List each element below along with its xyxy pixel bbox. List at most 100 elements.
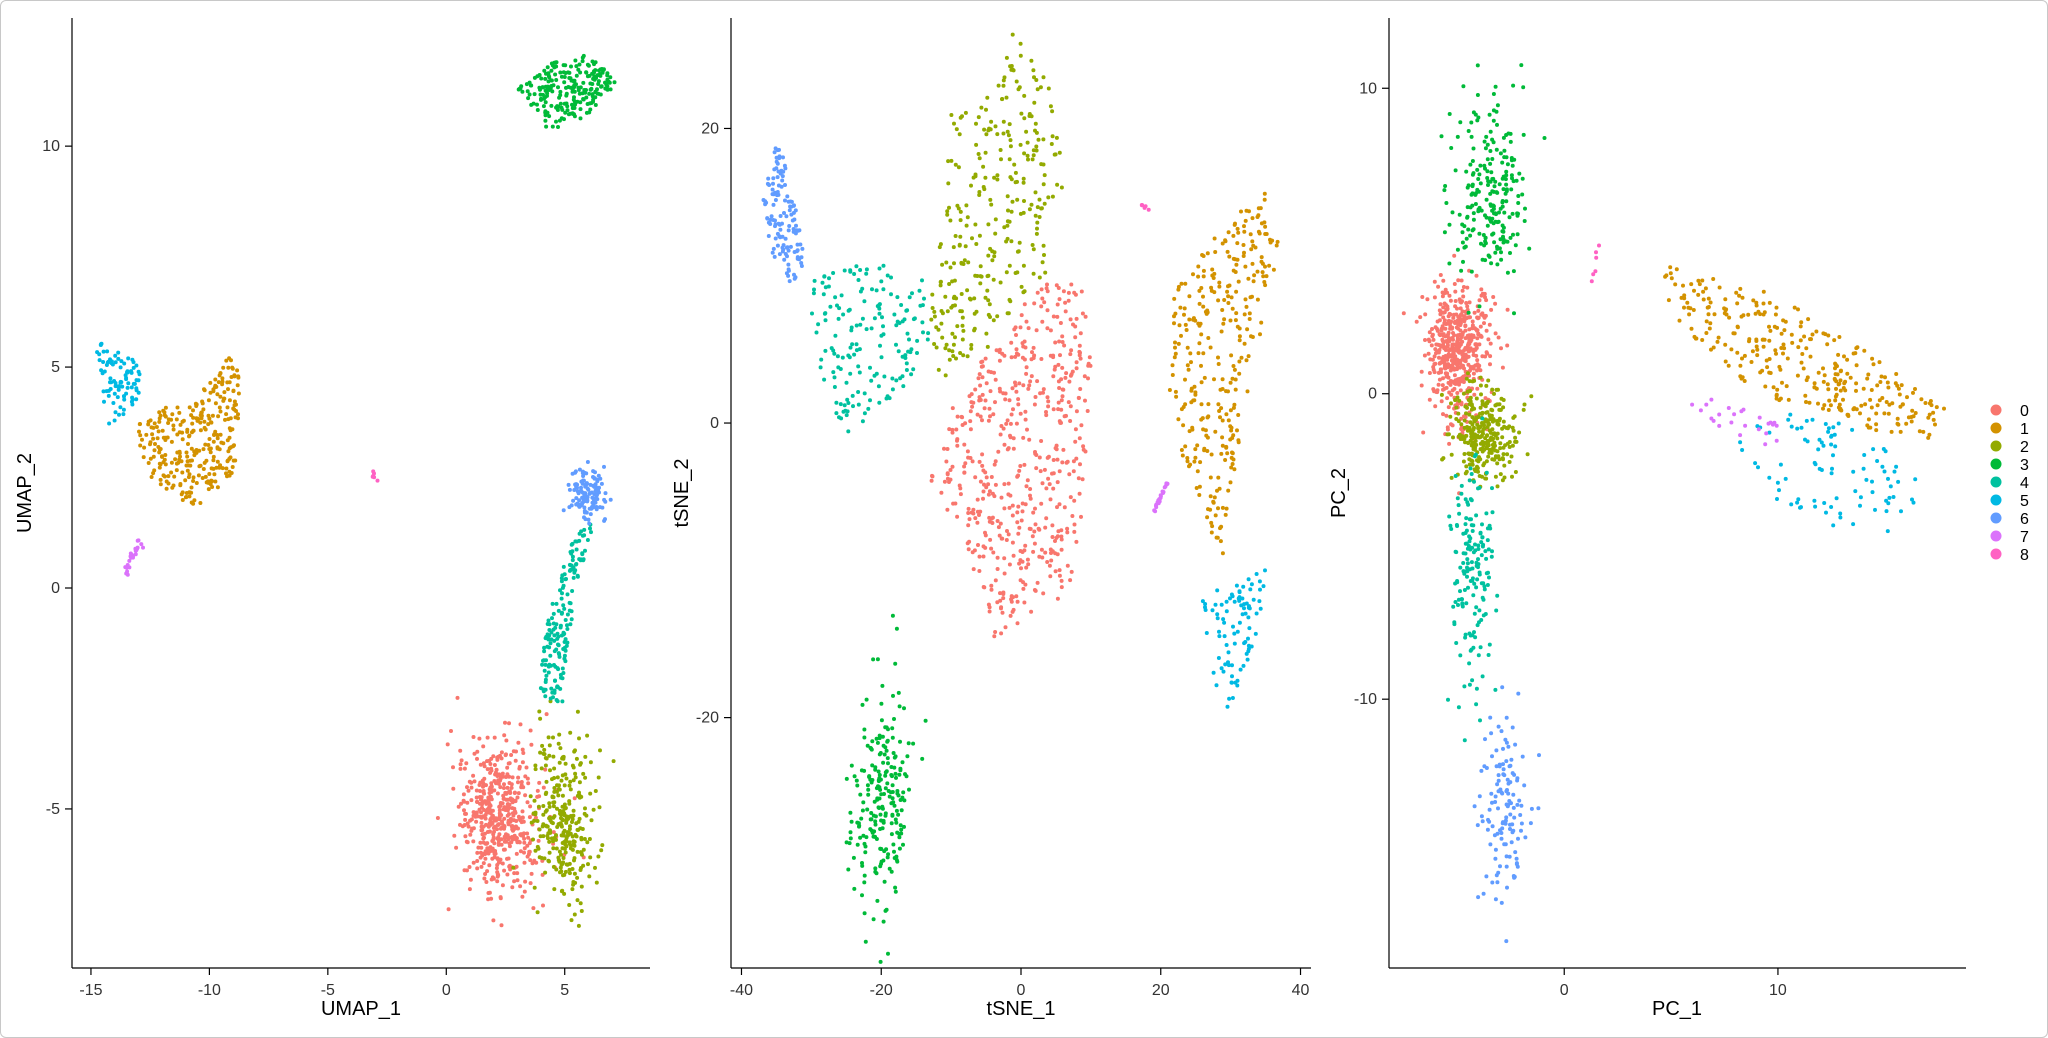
scatter-point xyxy=(890,726,895,731)
scatter-point xyxy=(478,840,483,845)
scatter-point xyxy=(475,866,480,871)
scatter-point xyxy=(130,397,135,402)
scatter-point xyxy=(889,821,894,826)
scatter-point xyxy=(842,268,847,273)
scatter-point xyxy=(1833,398,1838,403)
scatter-point xyxy=(493,772,498,777)
scatter-point xyxy=(1510,425,1515,430)
scatter-point xyxy=(580,495,585,500)
scatter-point xyxy=(1723,342,1728,347)
scatter-point xyxy=(988,537,993,542)
scatter-point xyxy=(211,387,216,392)
scatter-point xyxy=(526,835,531,840)
scatter-point xyxy=(1905,395,1909,400)
scatter-point xyxy=(559,852,563,857)
scatter-point xyxy=(1501,398,1506,402)
scatter-point xyxy=(1505,239,1510,244)
scatter-point xyxy=(1220,443,1225,448)
scatter-point xyxy=(547,850,552,855)
scatter-point xyxy=(1472,406,1477,411)
scatter-point xyxy=(474,788,479,793)
scatter-point xyxy=(775,231,780,236)
scatter-point xyxy=(1700,338,1705,342)
scatter-point xyxy=(192,498,197,503)
scatter-point xyxy=(492,735,497,740)
scatter-point xyxy=(917,288,922,293)
scatter-point xyxy=(971,507,976,512)
scatter-point xyxy=(792,272,796,277)
scatter-point xyxy=(977,569,982,573)
scatter-point xyxy=(599,84,604,89)
scatter-point xyxy=(1500,365,1505,370)
scatter-point xyxy=(1738,286,1743,291)
scatter-point xyxy=(849,819,854,824)
scatter-point xyxy=(1246,643,1251,648)
scatter-point xyxy=(1488,129,1493,134)
scatter-point xyxy=(588,855,593,860)
scatter-point xyxy=(1040,481,1045,486)
tsne-x-tick-label: 40 xyxy=(1292,982,1310,999)
scatter-point xyxy=(1735,301,1740,306)
scatter-point xyxy=(923,718,928,723)
scatter-point xyxy=(1077,343,1082,348)
scatter-point xyxy=(533,812,538,817)
scatter-point xyxy=(884,725,889,730)
scatter-point xyxy=(547,75,552,80)
scatter-point xyxy=(1219,666,1224,671)
scatter-point xyxy=(1218,539,1223,544)
scatter-point xyxy=(870,830,875,835)
scatter-point xyxy=(1008,144,1013,149)
scatter-point xyxy=(571,575,576,580)
scatter-point xyxy=(549,103,554,108)
scatter-point xyxy=(1478,181,1483,186)
scatter-point xyxy=(980,392,985,397)
scatter-point xyxy=(1731,331,1736,336)
scatter-point xyxy=(1196,274,1201,279)
scatter-point xyxy=(1455,402,1460,407)
scatter-point xyxy=(1477,304,1482,309)
scatter-point xyxy=(489,768,494,773)
scatter-point xyxy=(1000,610,1005,615)
scatter-point xyxy=(886,761,890,766)
scatter-point xyxy=(483,816,488,821)
scatter-point xyxy=(963,421,968,426)
scatter-point xyxy=(1715,339,1720,344)
scatter-point xyxy=(556,855,561,860)
scatter-point xyxy=(512,871,517,876)
scatter-point xyxy=(1014,333,1018,337)
scatter-point xyxy=(202,460,207,465)
scatter-point xyxy=(846,867,851,872)
scatter-point xyxy=(558,870,562,875)
scatter-point xyxy=(1501,237,1506,242)
scatter-point xyxy=(1911,390,1915,395)
scatter-point xyxy=(1450,379,1455,384)
scatter-point xyxy=(458,822,462,827)
scatter-point xyxy=(227,446,232,451)
scatter-point xyxy=(467,865,472,869)
scatter-point xyxy=(890,796,895,801)
scatter-point xyxy=(560,793,565,798)
scatter-point xyxy=(1773,312,1778,317)
scatter-point xyxy=(505,813,510,818)
scatter-point xyxy=(580,533,585,538)
scatter-point xyxy=(881,919,886,924)
scatter-point xyxy=(563,772,568,777)
scatter-point xyxy=(501,786,506,790)
scatter-point xyxy=(1050,194,1055,199)
scatter-point xyxy=(859,768,864,773)
scatter-point xyxy=(791,203,796,208)
scatter-point xyxy=(854,342,859,347)
scatter-point xyxy=(1268,237,1272,242)
scatter-point xyxy=(498,826,503,831)
scatter-point xyxy=(574,73,579,78)
scatter-point xyxy=(1464,464,1469,469)
scatter-point xyxy=(915,351,919,355)
scatter-point xyxy=(1007,505,1012,510)
scatter-point xyxy=(1485,142,1490,147)
scatter-point xyxy=(226,365,231,370)
umap-y-tick-label: 10 xyxy=(42,138,60,155)
scatter-point xyxy=(947,282,952,286)
scatter-point xyxy=(887,396,892,401)
scatter-point xyxy=(1078,462,1082,467)
scatter-point xyxy=(947,205,951,210)
